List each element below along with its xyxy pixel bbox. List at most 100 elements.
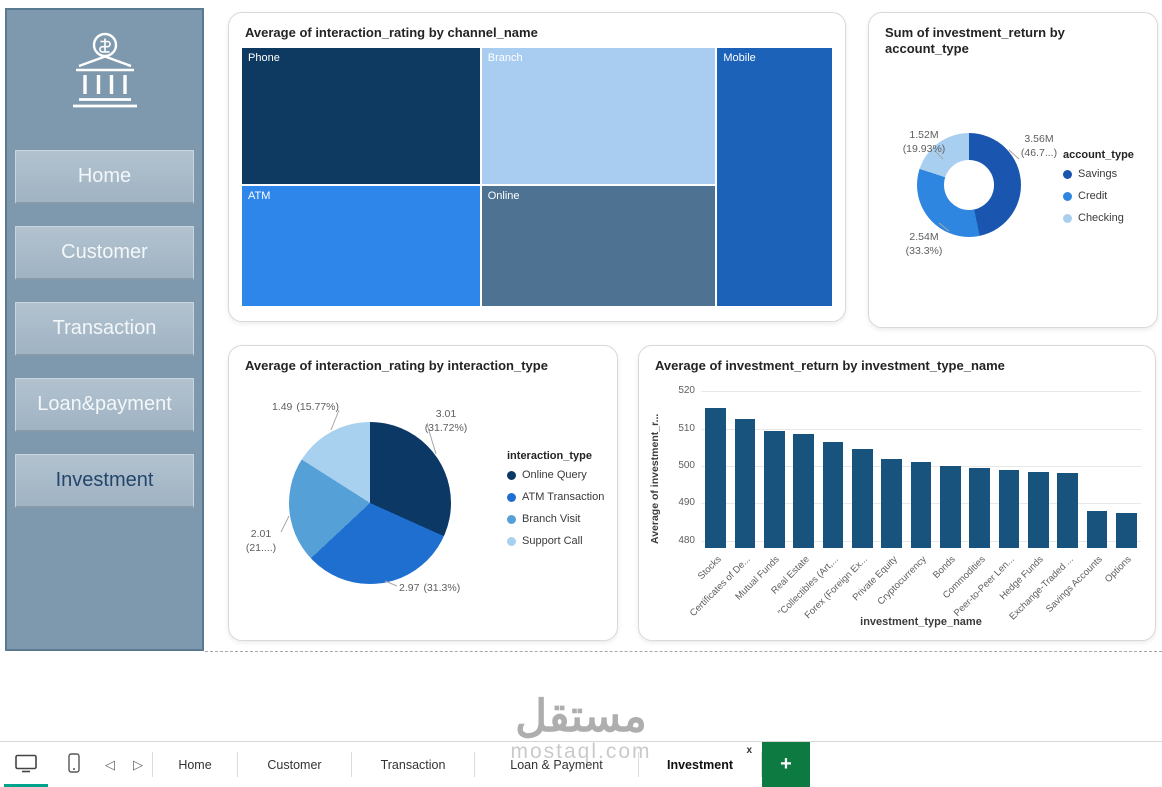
prev-page-arrow-icon[interactable]: ◁ [105,756,115,772]
chart-title: Average of investment_return by investme… [655,358,1005,373]
legend-dot [1063,169,1072,179]
bar-Hedge Funds[interactable] [1028,471,1049,548]
tab-customer[interactable]: Customer [267,757,322,772]
treemap-cell-atm[interactable]: ATM [241,184,481,307]
tab-investment[interactable]: Investment x [667,745,752,772]
bar-card: Average of investment_return by investme… [638,345,1156,641]
y-axis-tick: 490 [678,497,695,509]
sidebar-item-loan-payment[interactable]: Loan&payment [15,378,194,432]
legend-dot [507,470,516,480]
add-page-button[interactable]: + [762,742,810,787]
chart-title: Average of interaction_rating by channel… [245,25,538,40]
chart-title: Average of interaction_rating by interac… [245,358,548,373]
legend-title: interaction_type [507,450,592,462]
legend-title: account_type [1063,149,1134,161]
bar-Savings Accounts[interactable] [1086,510,1108,548]
treemap-cell-branch[interactable]: Branch [480,47,717,185]
bar-Mutual Funds[interactable] [764,430,785,548]
bar-Forex (Foreign Ex...[interactable] [852,449,873,548]
sidebar-item-label: Transaction [52,317,157,339]
legend-item-savings[interactable]: Savings [1063,168,1134,180]
legend-dot [507,492,516,502]
bar-Exchange-Traded ...[interactable] [1057,473,1078,548]
bar-Certificates of De...[interactable] [734,419,756,548]
bar-Options[interactable] [1116,512,1137,548]
bar-"Collectibles (Art,...[interactable] [822,441,844,548]
treemap-cell-label: ATM [248,189,271,202]
sidebar-item-investment[interactable]: Investment [15,454,194,508]
treemap-cell-online[interactable]: Online [480,184,717,307]
data-label-credit: 2.54M (33.3%) [905,231,943,257]
tab-separator [152,752,153,777]
tab-separator [474,752,475,777]
treemap-cell-phone[interactable]: Phone [241,47,481,185]
treemap-cell-label: Phone [248,52,280,64]
bar-Bonds[interactable] [940,466,961,548]
data-label-atm-transaction: 2.97 (31.3%) [399,582,461,594]
legend-item-support-call[interactable]: Support Call [507,535,604,547]
bar-Private Equity[interactable] [881,458,902,548]
tab-home[interactable]: Home [178,757,212,772]
legend-item-credit[interactable]: Credit [1063,190,1134,202]
sidebar-item-transaction[interactable]: Transaction [15,302,194,356]
gridline [701,391,1141,393]
donut-card: Sum of investment_return by account_type… [868,12,1158,328]
page-tab-bar: ◁ ▷ Home Customer Transaction Loan & Pay… [0,741,1162,787]
bar-plot: 480 490 500 510 520 Stocks Certificates of De.… [678,384,1141,622]
treemap-chart: Phone Branch Mobile ATM Online [241,47,833,307]
sidebar: Home Customer Transaction Loan&payment I… [5,8,204,651]
treemap-cell-mobile[interactable]: Mobile [716,47,833,307]
y-axis-tick: 520 [678,385,695,397]
bar-Commodities[interactable] [969,467,990,548]
close-tab-icon[interactable]: x [746,745,752,756]
pie-chart[interactable] [289,422,451,584]
monitor-icon [15,754,37,772]
bank-logo-icon [55,30,155,124]
page-edge-divider [205,651,1162,652]
tab-transaction[interactable]: Transaction [380,757,446,772]
desktop-view-button[interactable] [4,742,48,787]
donut-hole [944,160,994,210]
y-axis-tick: 510 [678,422,695,434]
watermark-title: مستقل [515,692,647,741]
phone-icon [68,753,80,773]
next-page-arrow-icon[interactable]: ▷ [133,756,143,772]
gridline [701,428,1141,430]
bar-Cryptocurrency[interactable] [910,462,932,548]
data-label-support-call: 1.49 (15.77%) [271,401,339,413]
sidebar-item-customer[interactable]: Customer [15,226,194,280]
sidebar-item-label: Loan&payment [37,393,172,415]
sidebar-item-label: Customer [61,241,148,263]
data-label-online-query: 3.01 (31.72%) [424,408,468,434]
bar-Peer-to-Peer Len...[interactable] [998,469,1020,548]
pie-card: Average of interaction_rating by interac… [228,345,618,641]
legend-item-branch-visit[interactable]: Branch Visit [507,513,604,525]
tab-loan-payment[interactable]: Loan & Payment [510,757,603,772]
donut-legend: account_type Savings Credit Checking [1063,149,1134,234]
legend-dot [1063,191,1072,201]
legend-dot [507,536,516,546]
treemap-cell-label: Online [487,189,520,202]
bar-Real Estate[interactable] [793,434,814,548]
legend-item-atm-transaction[interactable]: ATM Transaction [507,491,604,503]
treemap-cell-label: Mobile [723,52,756,64]
y-axis-tick: 480 [678,534,695,546]
mobile-view-button[interactable] [52,742,96,787]
tab-separator [351,752,352,777]
bar-Stocks[interactable] [705,408,726,548]
chart-title: Sum of investment_return by account_type [885,25,1065,57]
legend-item-checking[interactable]: Checking [1063,212,1134,224]
y-axis-tick: 500 [678,460,695,471]
legend-dot [507,514,516,524]
y-axis-title: Average of investment_r... [649,413,661,544]
tab-separator [761,752,762,777]
x-axis-title: investment_type_name [860,616,982,628]
sidebar-item-home[interactable]: Home [15,150,194,204]
treemap-cell-label: Branch [487,52,523,64]
legend-dot [1063,213,1072,223]
sidebar-item-label: Home [77,165,132,187]
legend-item-online-query[interactable]: Online Query [507,469,604,481]
data-label-checking: 1.52M (19.93%) [902,129,946,155]
pie-legend: interaction_type Online Query ATM Transa… [507,450,604,557]
donut-chart[interactable] [917,133,1021,237]
